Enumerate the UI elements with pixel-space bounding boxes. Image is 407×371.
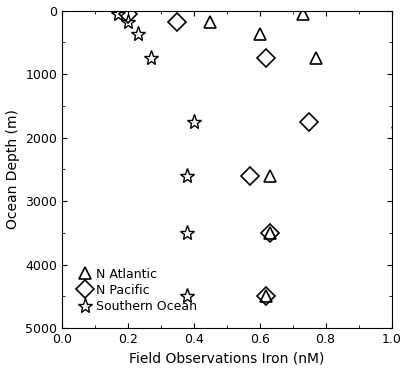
N Atlantic	[267, 230, 272, 235]
N Atlantic	[264, 294, 269, 299]
Legend: N Atlantic, N Pacific, Southern Ocean: N Atlantic, N Pacific, Southern Ocean	[75, 265, 199, 315]
Southern Ocean	[185, 294, 190, 299]
Southern Ocean	[185, 173, 190, 178]
N Atlantic	[208, 19, 213, 24]
Line: N Atlantic: N Atlantic	[204, 7, 404, 302]
N Pacific	[175, 19, 180, 24]
N Pacific	[247, 173, 252, 178]
Southern Ocean	[191, 119, 196, 124]
N Pacific	[267, 230, 272, 235]
N Pacific	[264, 56, 269, 60]
Southern Ocean	[125, 19, 130, 24]
Y-axis label: Ocean Depth (m): Ocean Depth (m)	[6, 109, 20, 229]
X-axis label: Field Observations Iron (nM): Field Observations Iron (nM)	[129, 351, 324, 365]
N Atlantic	[313, 56, 318, 60]
Line: N Pacific: N Pacific	[122, 7, 315, 302]
N Pacific	[264, 294, 269, 299]
N Pacific	[307, 119, 312, 124]
N Atlantic	[257, 32, 262, 37]
N Pacific	[125, 12, 130, 16]
Southern Ocean	[135, 32, 140, 37]
N Atlantic	[396, 119, 400, 124]
Southern Ocean	[185, 230, 190, 235]
Line: Southern Ocean: Southern Ocean	[110, 6, 201, 304]
Southern Ocean	[149, 56, 153, 60]
N Atlantic	[300, 12, 305, 16]
Southern Ocean	[116, 12, 120, 16]
N Atlantic	[267, 173, 272, 178]
